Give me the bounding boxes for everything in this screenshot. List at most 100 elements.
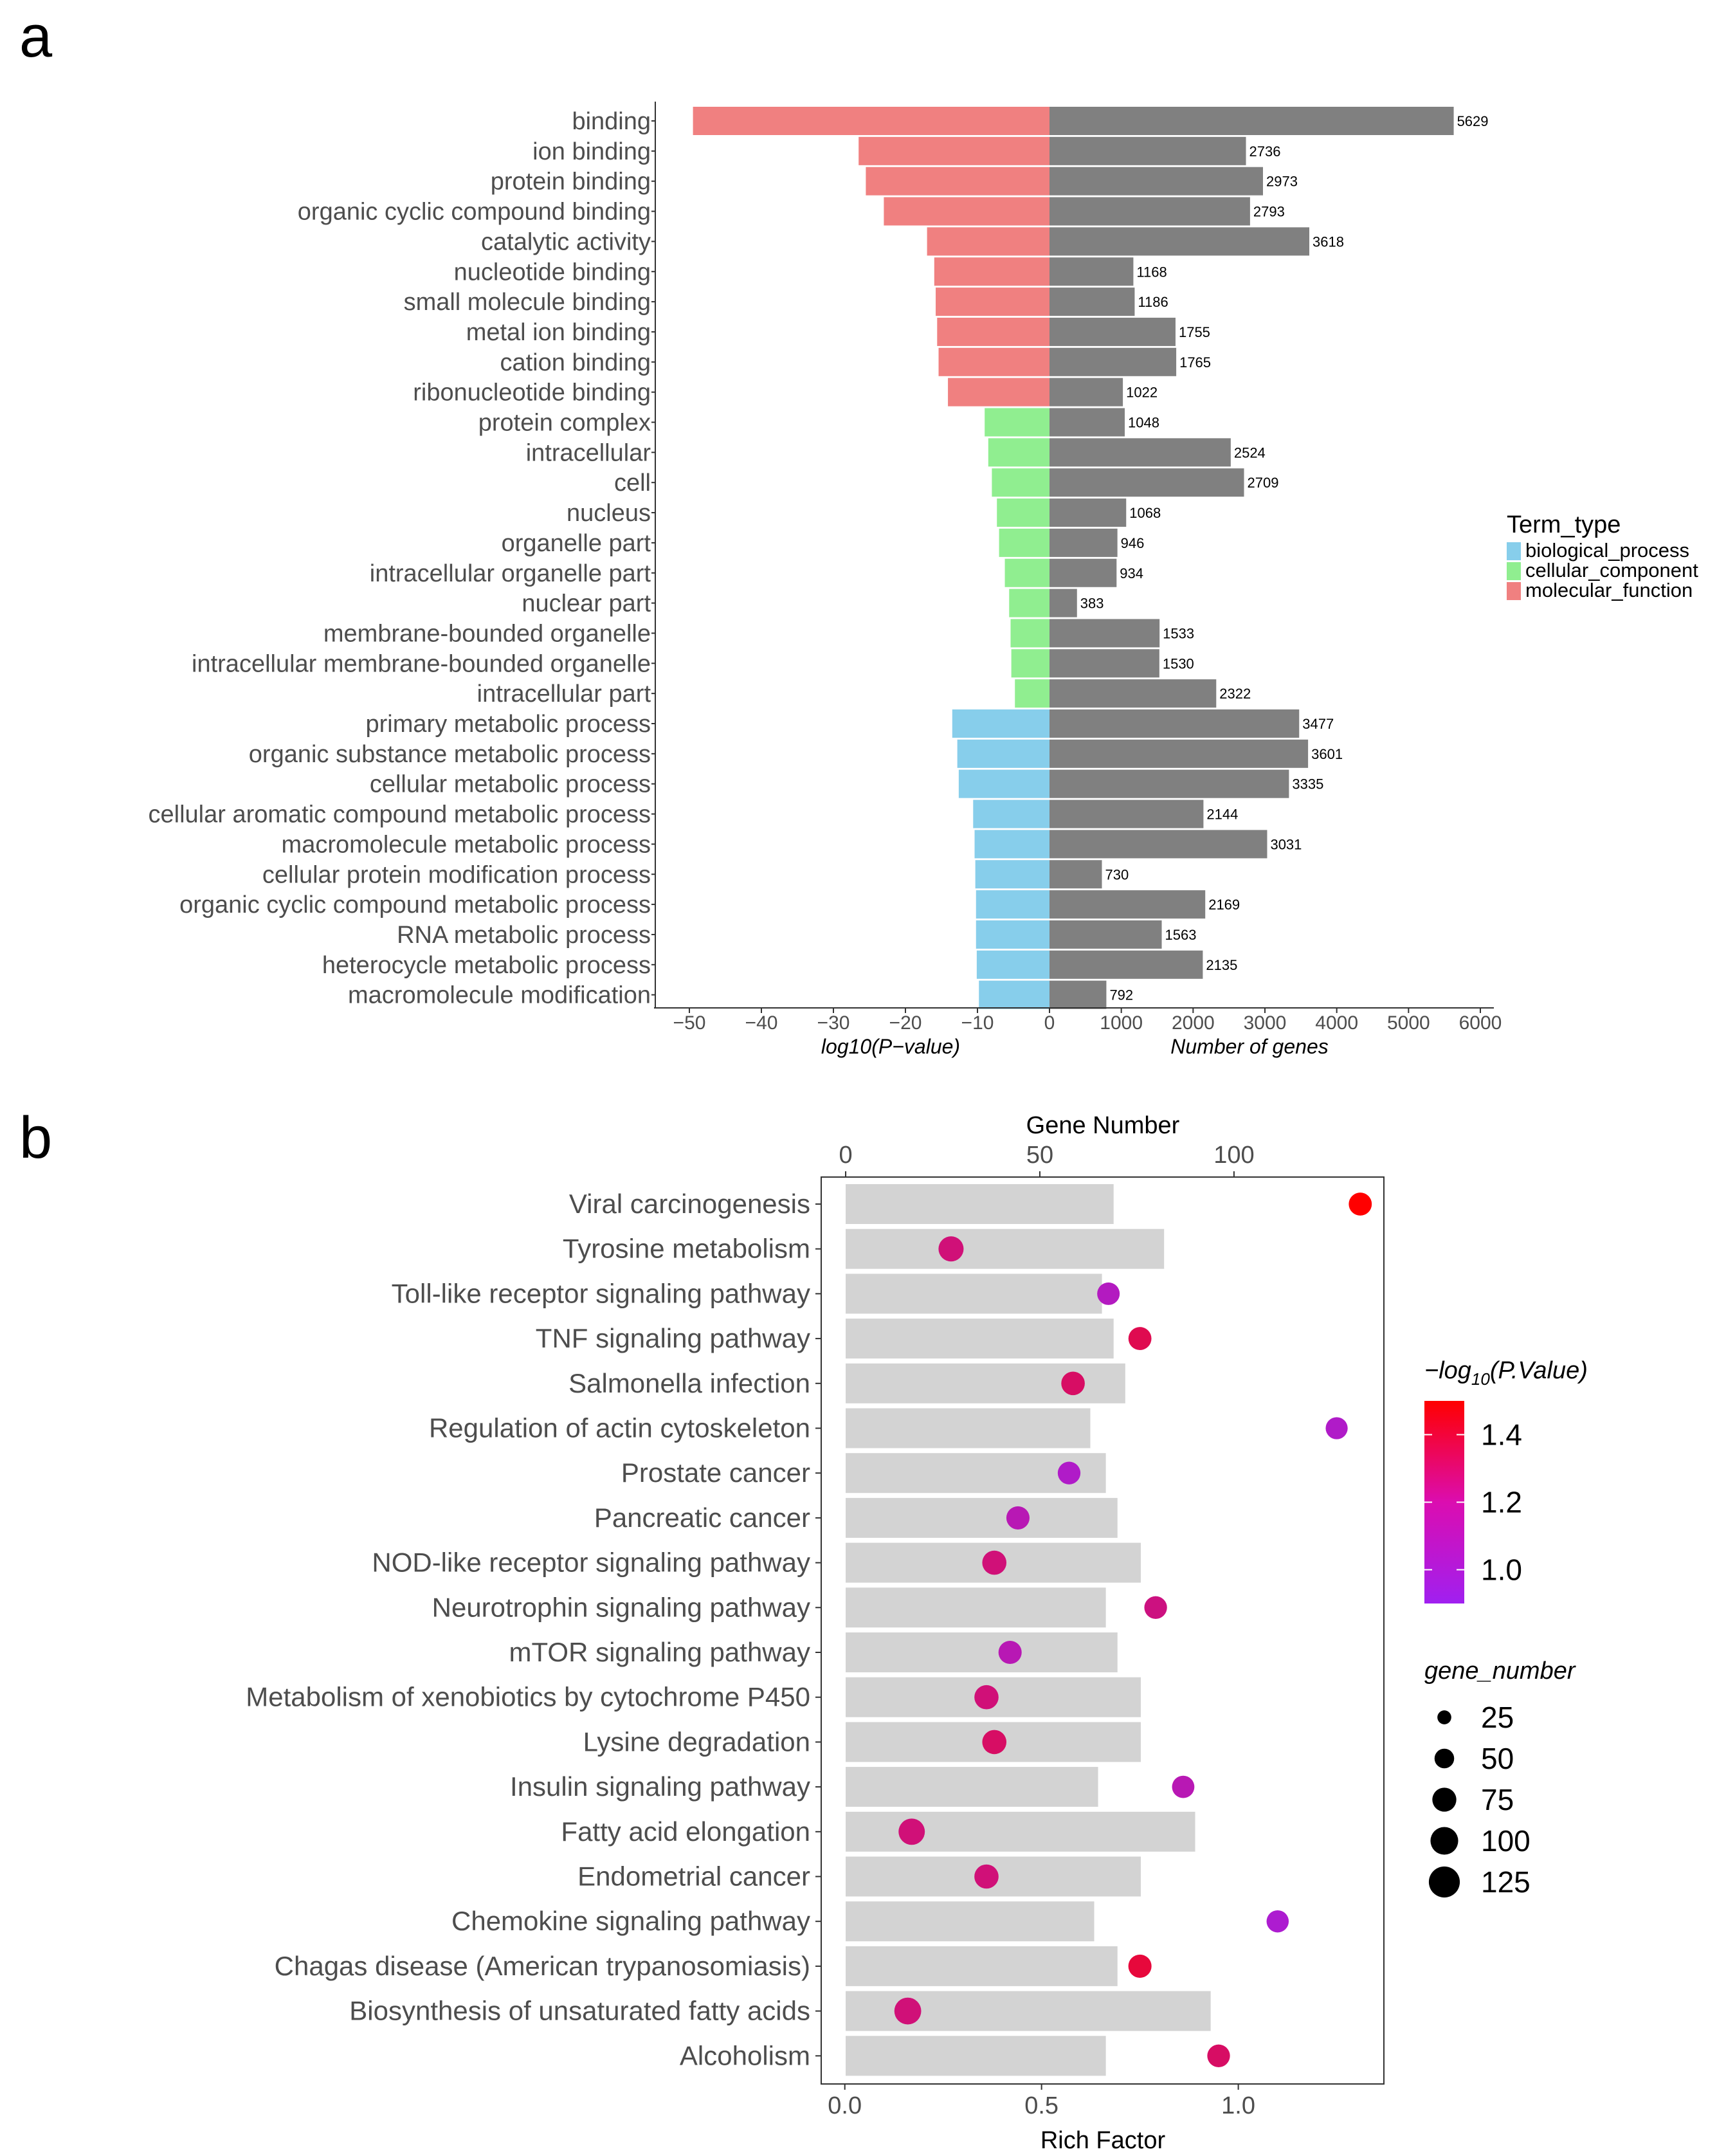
rich-factor-point xyxy=(1349,1192,1372,1216)
rich-factor-point xyxy=(974,1685,999,1710)
panel-b-top-ticks: 0 50 100 xyxy=(839,1142,1255,1177)
top-tick-label: 0 xyxy=(839,1142,852,1169)
term-label: primary metabolic process xyxy=(366,711,651,738)
pvalue-bar xyxy=(999,528,1049,557)
rich-factor-point xyxy=(982,1730,1007,1755)
gene-number-bar xyxy=(846,2036,1106,2076)
rich-factor-point xyxy=(898,1818,925,1845)
gene-count-bar xyxy=(1049,347,1177,376)
rich-factor-point xyxy=(1057,1461,1081,1485)
pathway-label: Viral carcinogenesis xyxy=(569,1189,810,1219)
gene-number-bar xyxy=(846,1229,1165,1269)
gene-count-bar xyxy=(1049,769,1289,798)
term-label: binding xyxy=(572,108,651,135)
rich-factor-point xyxy=(938,1236,964,1262)
gene-count-bar xyxy=(1049,649,1159,678)
rich-factor-point xyxy=(998,1640,1022,1665)
legend-key-cellular_component xyxy=(1507,562,1521,580)
size-legend-label: 125 xyxy=(1481,1865,1531,1899)
gene-count-label: 2736 xyxy=(1249,143,1281,160)
term-label: metal ion binding xyxy=(466,319,651,346)
color-tick-label: 1.2 xyxy=(1481,1486,1522,1519)
pvalue-bar xyxy=(976,890,1049,919)
rich-factor-point xyxy=(1266,1910,1289,1933)
term-label: protein binding xyxy=(491,169,651,196)
gene-count-label: 3477 xyxy=(1302,716,1334,732)
rich-factor-point xyxy=(1128,1954,1152,1978)
term-label: membrane-bounded organelle xyxy=(323,620,651,647)
legend-key-biological_process xyxy=(1507,542,1521,560)
term-label: intracellular organelle part xyxy=(370,560,651,587)
term-label: organic cyclic compound metabolic proces… xyxy=(179,891,651,918)
pvalue-bar xyxy=(1015,679,1049,708)
gene-count-label: 1168 xyxy=(1136,264,1167,280)
pvalue-bar xyxy=(988,438,1049,467)
gene-count-bar xyxy=(1049,558,1117,587)
pathway-label: Prostate cancer xyxy=(621,1457,810,1488)
gene-count-label: 934 xyxy=(1120,565,1143,581)
x-tick-label: 0.0 xyxy=(828,2092,862,2119)
gene-count-bar xyxy=(1049,227,1310,256)
gene-count-label: 3335 xyxy=(1292,776,1323,792)
gene-count-label: 1048 xyxy=(1128,415,1159,431)
gene-count-label: 2709 xyxy=(1248,475,1279,491)
pvalue-bar xyxy=(1010,619,1049,648)
gene-count-label: 2169 xyxy=(1208,897,1240,913)
x-tick-label: 5000 xyxy=(1387,1012,1430,1034)
rich-factor-point xyxy=(1006,1506,1030,1530)
panel-b-x-ticks: 0.0 0.5 1.0 xyxy=(828,2084,1255,2119)
pvalue-bar xyxy=(858,136,1049,165)
gene-count-label: 1563 xyxy=(1165,927,1197,943)
color-tick-label: 1.4 xyxy=(1481,1418,1522,1452)
gene-count-label: 383 xyxy=(1080,596,1104,612)
term-label: nuclear part xyxy=(522,590,651,617)
rich-factor-point xyxy=(894,1997,922,2025)
gene-count-bar xyxy=(1049,709,1300,738)
size-legend-dot xyxy=(1434,1748,1455,1769)
gene-count-bar xyxy=(1049,408,1125,437)
pvalue-bar xyxy=(1004,558,1049,587)
pathway-label: Regulation of actin cytoskeleton xyxy=(429,1413,810,1443)
panel-b-size-legend: gene_number 25 50 75 100 125 xyxy=(1424,1658,1576,1899)
term-label: nucleus xyxy=(567,500,651,527)
rich-factor-point xyxy=(1207,2044,1230,2067)
size-legend-label: 50 xyxy=(1481,1742,1514,1775)
term-label: ion binding xyxy=(532,138,651,165)
pvalue-bar xyxy=(976,920,1049,949)
gene-count-bar xyxy=(1049,438,1231,467)
x-tick-label: 0.5 xyxy=(1024,2092,1058,2119)
color-legend-ticks: 1.4 1.2 1.0 xyxy=(1424,1418,1522,1587)
x-tick-label: 1000 xyxy=(1100,1012,1143,1034)
gene-number-bar xyxy=(846,1767,1098,1807)
x-tick-label: −10 xyxy=(961,1012,994,1034)
panel-a-right-axis-label: Number of genes xyxy=(1170,1035,1328,1058)
term-label: small molecule binding xyxy=(404,289,651,316)
gene-count-label: 3601 xyxy=(1311,746,1343,762)
gene-count-bar xyxy=(1049,498,1127,527)
panel-a-x-ticks: −50 −40 −30 −20 −10 0 1000 2000 3000 4000 5000 6000 xyxy=(673,1008,1502,1034)
panel-b-size-legend-title: gene_number xyxy=(1424,1658,1576,1685)
pathway-label: NOD-like receptor signaling pathway xyxy=(372,1548,810,1578)
pvalue-bar xyxy=(866,167,1049,196)
x-tick-label: 3000 xyxy=(1244,1012,1287,1034)
pvalue-bar xyxy=(938,347,1049,376)
term-label: ribonucleotide binding xyxy=(413,379,651,407)
size-legend-dot xyxy=(1437,1710,1451,1724)
gene-count-label: 1022 xyxy=(1126,385,1158,401)
panel-b-letter: b xyxy=(19,1105,52,1171)
size-legend-label: 100 xyxy=(1481,1824,1531,1858)
gene-count-bar xyxy=(1049,980,1107,1009)
rich-factor-point xyxy=(1325,1417,1348,1439)
pvalue-bar xyxy=(997,498,1049,527)
gene-count-bar xyxy=(1049,257,1134,286)
legend-key-molecular_function xyxy=(1507,582,1521,600)
gene-count-label: 792 xyxy=(1109,987,1133,1003)
gene-count-label: 946 xyxy=(1121,535,1145,551)
panel-b-gene-bars xyxy=(846,1184,1211,2076)
pvalue-bar xyxy=(975,860,1049,889)
gene-number-bar xyxy=(846,1632,1118,1672)
pvalue-bar xyxy=(992,468,1049,497)
gene-number-bar xyxy=(846,1319,1114,1359)
pathway-label: Chagas disease (American trypanosomiasis… xyxy=(275,1951,810,1981)
gene-count-bar xyxy=(1049,950,1203,979)
